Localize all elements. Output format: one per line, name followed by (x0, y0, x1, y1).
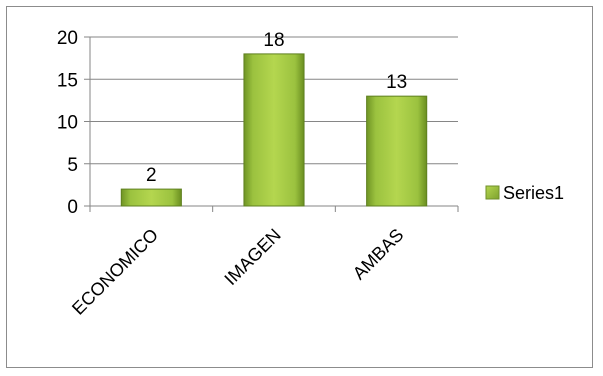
bar-ambas (366, 95, 428, 207)
bars (120, 53, 428, 207)
y-tick-label: 20 (57, 28, 78, 49)
x-category-label: AMBAS (349, 225, 408, 284)
y-tick-label: 5 (67, 155, 78, 176)
y-tick-label: 10 (57, 113, 78, 134)
legend-swatch (485, 185, 500, 200)
x-category-label: ECONOMICO (68, 225, 162, 319)
x-category-label: IMAGEN (220, 225, 284, 289)
bar-imagen (243, 53, 305, 207)
data-label: 18 (263, 30, 284, 51)
y-tick-label: 15 (57, 70, 78, 91)
legend: Series1 (485, 183, 564, 203)
legend-label-series1: Series1 (503, 183, 564, 203)
data-label: 2 (146, 165, 157, 186)
y-tick-label: 0 (67, 197, 78, 218)
labels: 0 5 10 15 20 2 ECONOMICO 18 IMAGEN 13 AMBAS (57, 28, 408, 319)
bar-economico (120, 188, 182, 207)
data-label: 13 (386, 72, 407, 93)
